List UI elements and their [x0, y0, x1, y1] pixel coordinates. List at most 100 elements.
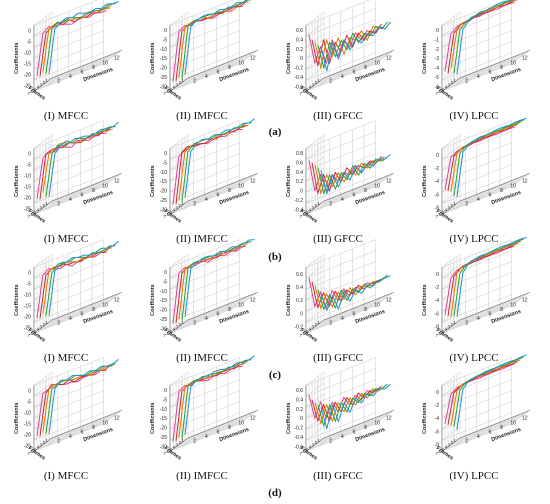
- z-tick-label: -0.4: [294, 75, 303, 81]
- x-tick-label: 6: [217, 312, 220, 318]
- x-tick-label: 10: [510, 302, 516, 308]
- x-tick-label: 10: [102, 183, 108, 189]
- x-tick-label: 6: [353, 193, 356, 199]
- grid-line: [39, 181, 110, 211]
- grid-line: [33, 305, 104, 334]
- series-line: [317, 383, 388, 427]
- series-line: [45, 245, 116, 316]
- z-tick-label: -6: [435, 192, 440, 198]
- z-tick-label: -20: [24, 315, 31, 321]
- series-line: [308, 388, 379, 419]
- x-axis-line: [51, 410, 122, 439]
- x-axis-line: [323, 50, 394, 79]
- z-tick-label: 0: [164, 151, 167, 157]
- grid-line: [317, 414, 388, 443]
- y-tick-label: 4: [36, 445, 39, 450]
- grid-line: [36, 303, 107, 332]
- grid-line: [181, 54, 252, 83]
- x-tick-label: 10: [374, 302, 380, 308]
- x-tick-label: 12: [522, 298, 528, 304]
- y-tick-label: 5: [169, 210, 172, 215]
- z-axis-title: Coefficients: [422, 402, 428, 433]
- grid-line: [42, 416, 113, 445]
- grid-line: [39, 300, 110, 330]
- panel-caption: (IV) LPCC: [449, 470, 499, 482]
- y-axis-line: [169, 437, 189, 452]
- grid-line: [305, 423, 376, 452]
- grid-line: [456, 412, 527, 441]
- x-tick-label: 8: [228, 188, 231, 194]
- z-tick-label: -20: [160, 189, 167, 195]
- grid-line: [42, 298, 113, 327]
- y-tick-label: 6: [438, 449, 441, 454]
- series-line: [184, 355, 255, 435]
- z-axis-title: Coefficients: [14, 165, 20, 196]
- series-line: [450, 0, 517, 69]
- z-tick-label: -3: [435, 56, 440, 62]
- y-tick-label: 4: [444, 85, 447, 90]
- grid-line: [178, 56, 249, 85]
- grid-line: [169, 423, 240, 452]
- z-tick-label: 0.4: [296, 397, 303, 403]
- y-tick-label: 4: [308, 208, 311, 213]
- y-tick-label: 4: [172, 85, 175, 90]
- grid-line: [314, 56, 385, 85]
- x-tick-label: 4: [477, 74, 480, 80]
- series-line: [48, 359, 119, 434]
- y-tick-label: 5: [305, 329, 308, 334]
- grid-line: [314, 179, 385, 208]
- grid-line: [308, 303, 379, 332]
- y-tick-label: 1: [317, 201, 320, 206]
- grid-line: [169, 305, 240, 334]
- grid-line: [308, 184, 379, 213]
- y-tick-label: 2: [42, 440, 45, 445]
- y-tick-label: 5: [305, 447, 308, 452]
- grid-line: [181, 177, 252, 206]
- x-tick-label: 10: [102, 420, 108, 426]
- z-tick-label: 0: [28, 389, 31, 395]
- x-tick-label: 8: [92, 65, 95, 71]
- y-axis-line: [33, 200, 53, 215]
- x-tick-label: 10: [102, 302, 108, 308]
- z-tick-label: 0: [300, 416, 303, 422]
- x-tick-label: 10: [238, 60, 244, 66]
- series-line: [42, 247, 113, 314]
- y-tick-label: 7: [163, 451, 166, 456]
- grid-line: [441, 63, 512, 92]
- series-line: [181, 241, 252, 321]
- y-tick-label: 3: [447, 205, 450, 210]
- z-tick-label: -5: [163, 160, 168, 166]
- series-line: [184, 239, 255, 317]
- grid-line: [45, 54, 116, 83]
- z-axis-title: Coefficients: [286, 42, 292, 73]
- z-tick-label: -5: [163, 397, 168, 403]
- x-tick-label: 4: [341, 197, 344, 203]
- grid-line: [314, 298, 385, 327]
- y-tick-label: 1: [45, 78, 48, 83]
- y-tick-label: 1: [317, 438, 320, 443]
- y-axis-line: [169, 319, 189, 334]
- x-axis-line: [187, 292, 258, 321]
- x-tick-label: 6: [489, 430, 492, 436]
- series-line: [320, 154, 391, 195]
- z-tick-label: -30: [160, 84, 167, 90]
- y-axis-line: [169, 200, 189, 215]
- x-tick-label: 6: [217, 430, 220, 436]
- y-tick-label: 3: [39, 442, 42, 447]
- z-tick-label: -5: [27, 163, 32, 169]
- grid-line: [172, 303, 243, 332]
- x-tick-label: 8: [228, 307, 231, 313]
- z-axis-title: Coefficients: [150, 284, 156, 315]
- z-tick-label: 0.6: [296, 28, 303, 34]
- y-axis-line: [305, 319, 325, 334]
- z-axis-title: Coefficients: [422, 284, 428, 315]
- z-tick-label: -6: [435, 311, 440, 317]
- z-tick-label: 0: [28, 271, 31, 277]
- x-tick-label: 12: [522, 56, 528, 62]
- y-tick-label: 7: [27, 214, 30, 219]
- z-tick-label: -20: [24, 73, 31, 79]
- z-tick-label: 0.4: [296, 285, 303, 291]
- series-line: [311, 385, 382, 422]
- grid-line: [311, 300, 382, 330]
- y-tick-label: 2: [178, 322, 181, 327]
